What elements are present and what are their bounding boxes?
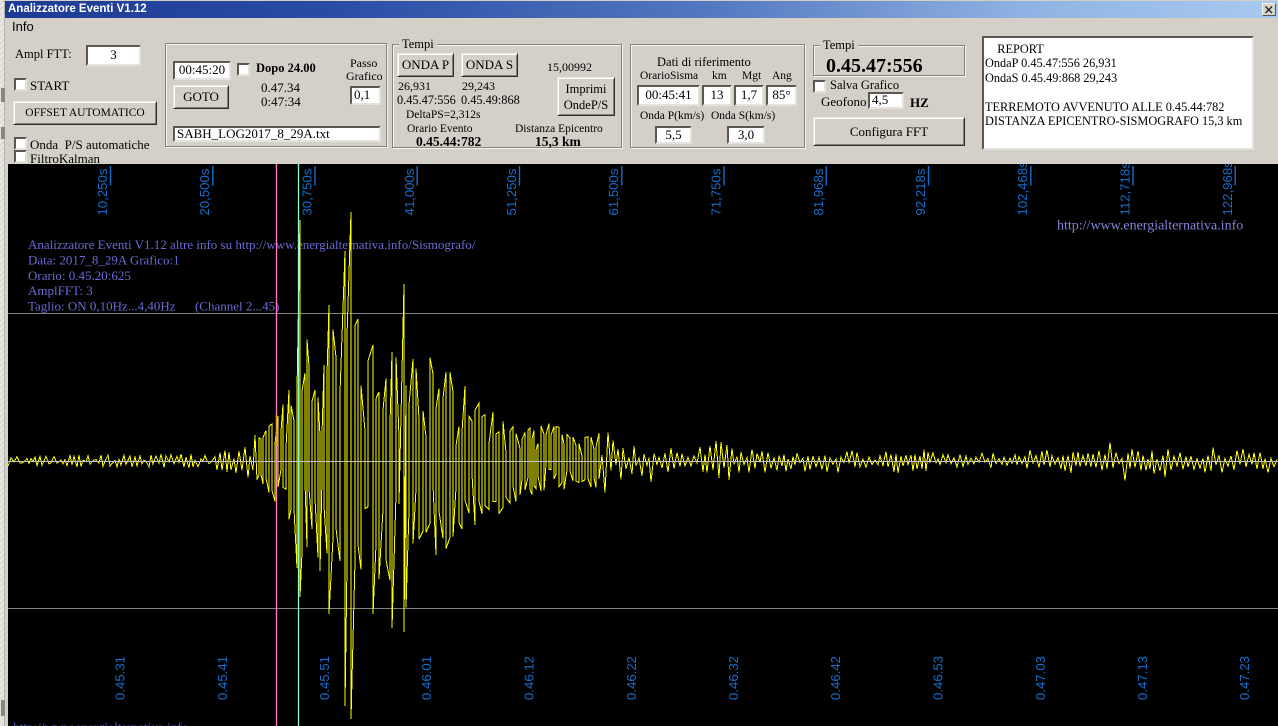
- svg-text:0.47.03: 0.47.03: [1033, 656, 1048, 700]
- svg-text:20,500s: 20,500s: [197, 168, 212, 215]
- svg-text:0.47.23: 0.47.23: [1237, 656, 1252, 700]
- svg-text:0.46.53: 0.46.53: [931, 656, 946, 700]
- svg-text:10,250s: 10,250s: [95, 168, 110, 215]
- svg-text:71,750s: 71,750s: [709, 168, 724, 215]
- svg-text:Orario: 0.45.20:625: Orario: 0.45.20:625: [28, 268, 131, 283]
- svg-text:0.46.01: 0.46.01: [419, 656, 434, 700]
- svg-text:81,968s: 81,968s: [811, 168, 826, 215]
- svg-text:41,000s: 41,000s: [402, 168, 417, 215]
- svg-text:0.45.41: 0.45.41: [215, 656, 230, 700]
- svg-text:0.45.51: 0.45.51: [317, 656, 332, 700]
- svg-text:0.45.31: 0.45.31: [113, 656, 128, 700]
- svg-text:102,468s: 102,468s: [1015, 164, 1030, 216]
- svg-text:0.46.12: 0.46.12: [522, 656, 537, 700]
- svg-text:0.46.42: 0.46.42: [828, 656, 843, 700]
- svg-text:122,968s: 122,968s: [1220, 164, 1235, 216]
- svg-text:http://www.energialternativa.i: http://www.energialternativa.info: [1057, 219, 1243, 234]
- svg-text:Taglio: ON 0,10Hz...4,40Hz: Taglio: ON 0,10Hz...4,40Hz (Channel 2...…: [28, 299, 279, 314]
- svg-text:http://www.energialternativa.i: http://www.energialternativa.info: [13, 720, 189, 726]
- svg-text:AmplFFT: 3: AmplFFT: 3: [28, 283, 93, 298]
- svg-text:0.46.32: 0.46.32: [726, 656, 741, 700]
- svg-text:Analizzatore Eventi V1.12 altr: Analizzatore Eventi V1.12 altre info su …: [28, 237, 476, 252]
- svg-text:51,250s: 51,250s: [504, 168, 519, 215]
- svg-text:92,218s: 92,218s: [913, 168, 928, 215]
- svg-text:61,500s: 61,500s: [606, 168, 621, 215]
- svg-text:30,750s: 30,750s: [300, 168, 315, 215]
- svg-text:112,718s: 112,718s: [1118, 164, 1133, 216]
- svg-text:Data: 2017_8_29A Grafico:1: Data: 2017_8_29A Grafico:1: [28, 252, 180, 267]
- svg-text:0.47.13: 0.47.13: [1135, 656, 1150, 700]
- svg-text:0.46.22: 0.46.22: [624, 656, 639, 700]
